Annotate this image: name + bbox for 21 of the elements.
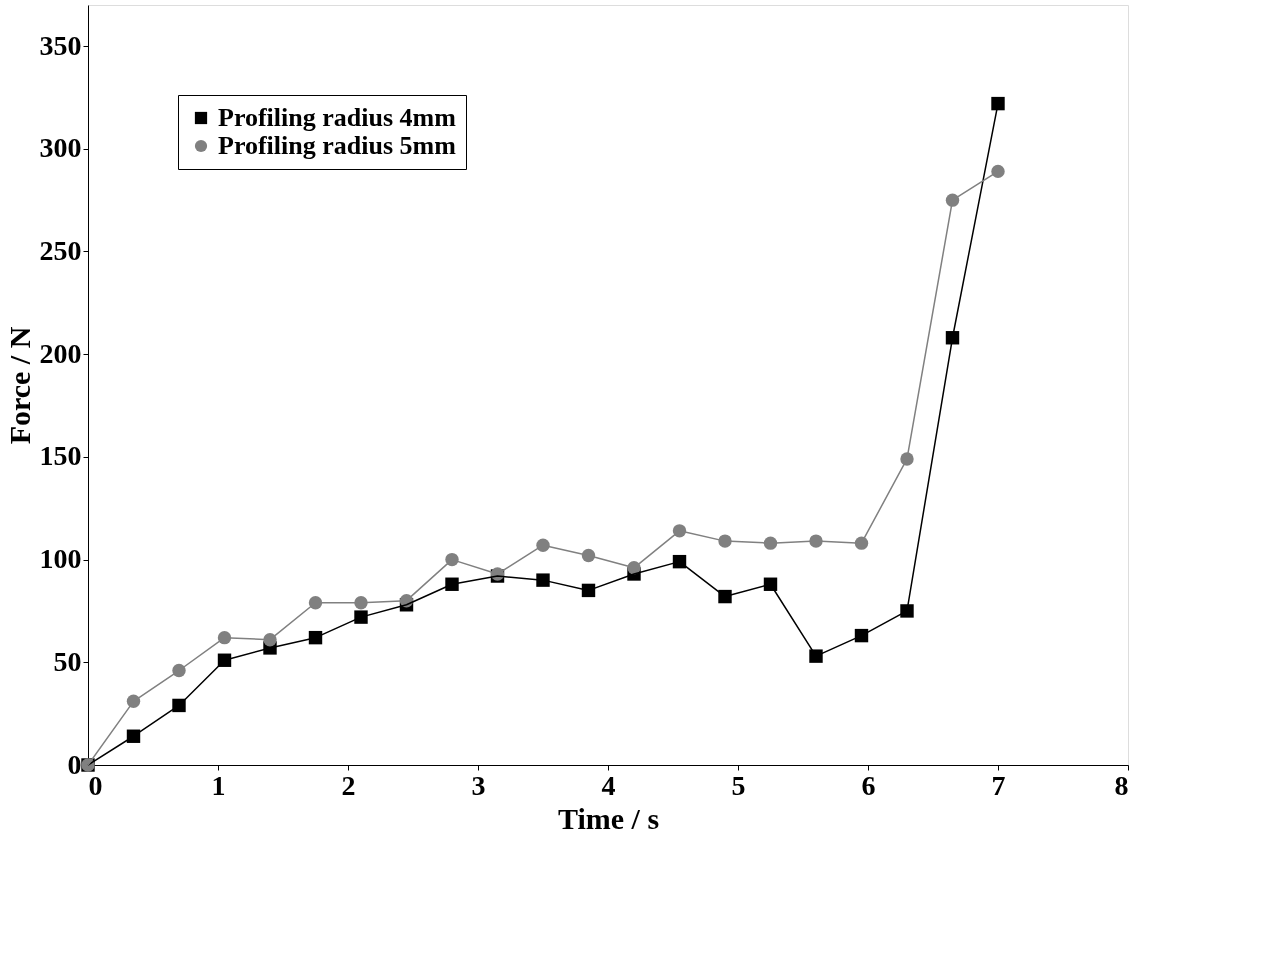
- y-tick-label: 350: [39, 29, 82, 61]
- x-tick-label: 3: [471, 769, 486, 801]
- x-tick-label: 8: [1114, 769, 1129, 801]
- y-tick-label: 250: [39, 234, 82, 266]
- x-tick-label: 5: [731, 769, 746, 801]
- x-tick-label: 1: [211, 769, 226, 801]
- x-tick-label: 0: [88, 769, 103, 801]
- legend-label: Profiling radius 5mm: [218, 131, 457, 160]
- y-tick-label: 100: [39, 543, 82, 575]
- x-tick-label: 6: [861, 769, 876, 801]
- y-axis-title: Force / N: [2, 326, 36, 445]
- y-tick-label: 200: [39, 337, 82, 369]
- x-axis-title: Time / s: [557, 801, 660, 835]
- y-tick-label: 50: [53, 645, 82, 677]
- y-tick-label: 300: [39, 132, 82, 164]
- y-tick-label: 150: [39, 440, 82, 472]
- x-tick-label: 7: [991, 769, 1006, 801]
- legend-label: Profiling radius 4mm: [218, 103, 457, 132]
- y-tick-label: 0: [67, 748, 82, 780]
- x-tick-label: 2: [341, 769, 356, 801]
- x-tick-label: 4: [601, 769, 616, 801]
